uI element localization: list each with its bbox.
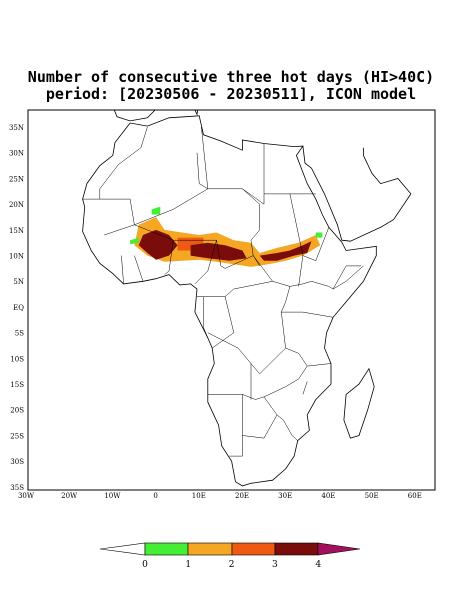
border [207, 286, 291, 375]
lon-label: 40E [321, 492, 335, 500]
colorbar-label: 0 [142, 560, 148, 570]
lat-label: 20S [10, 407, 24, 415]
lon-label: 60E [408, 492, 422, 500]
lat-label: 5S [15, 330, 24, 338]
colorbar-label: 1 [185, 560, 191, 570]
coastline [82, 115, 377, 487]
colorbar-segment [274, 542, 319, 556]
lat-label: 15N [9, 227, 24, 235]
lat-label: 30S [10, 458, 24, 466]
lon-label: 50E [365, 492, 379, 500]
heat-area [151, 206, 161, 215]
colorbar-segment [144, 542, 189, 556]
coastline [113, 110, 156, 122]
border [203, 281, 273, 297]
colorbar-segment [317, 542, 361, 556]
border [285, 347, 332, 367]
border [194, 240, 217, 285]
heat-area [259, 241, 312, 261]
lat-label: 35N [9, 124, 24, 132]
heat-area [138, 229, 178, 260]
border [289, 193, 330, 262]
border [196, 127, 209, 190]
coastline [302, 146, 412, 242]
border [197, 296, 209, 338]
lat-label: 10S [10, 355, 24, 363]
colorbar-segment [187, 542, 233, 556]
title-line: period: [20230506 - 20230511], ICON mode… [46, 85, 416, 103]
lon-label: 20W [61, 492, 78, 500]
lon-label: 30E [278, 492, 292, 500]
lon-label: 30W [18, 492, 35, 500]
border [281, 311, 334, 318]
lat-label: 30N [9, 150, 24, 158]
lon-label: 10W [104, 492, 121, 500]
border [121, 255, 124, 284]
heat-area [315, 232, 323, 238]
border [298, 255, 304, 287]
border [212, 296, 235, 349]
coastline [343, 367, 375, 439]
lon-label: 20E [235, 492, 249, 500]
lat-label: 20N [9, 201, 24, 209]
colorbar-segment [231, 542, 276, 556]
lon-label: 10E [192, 492, 206, 500]
colorbar: 0 1 2 3 4 [99, 542, 361, 570]
coastline [194, 110, 199, 116]
border [164, 240, 174, 275]
border [229, 394, 243, 457]
border [242, 414, 278, 439]
lat-label: 35S [10, 484, 24, 492]
lat-label: 15S [10, 381, 24, 389]
heat-area [130, 237, 139, 245]
border [263, 396, 298, 441]
lat-label: 5N [13, 278, 24, 286]
map-area [82, 110, 412, 487]
lat-label: 25N [9, 175, 24, 183]
title-line: Number of consecutive three hot days (HI… [28, 68, 434, 86]
border [82, 127, 148, 200]
colorbar-label: 2 [229, 560, 235, 570]
border [332, 265, 362, 290]
colorbar-label: 3 [272, 560, 278, 570]
lon-label: 0 [153, 492, 157, 500]
border [302, 381, 308, 395]
map-frame [27, 109, 436, 491]
lat-label: 10N [9, 253, 24, 261]
lat-label: 25S [10, 432, 24, 440]
colorbar-label: 4 [315, 560, 321, 570]
border [134, 255, 144, 282]
lat-label: EQ [13, 304, 24, 312]
